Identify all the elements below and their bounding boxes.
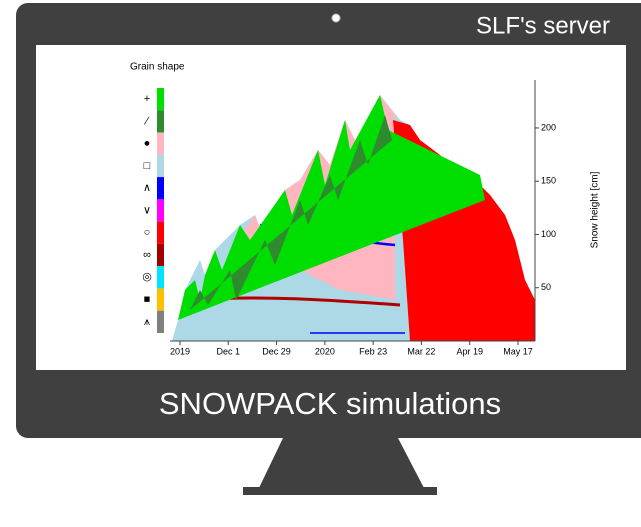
x-tick-label: Apr 19 bbox=[456, 346, 483, 356]
legend-symbol: □ bbox=[144, 160, 151, 172]
legend-symbol: ∨ bbox=[143, 204, 151, 216]
legend-swatch bbox=[157, 222, 164, 244]
legend-swatch bbox=[157, 244, 164, 266]
x-tick-label: 2019 bbox=[170, 346, 190, 356]
y-tick-label: 100 bbox=[541, 229, 556, 239]
y-axis-label: Snow height [cm] bbox=[590, 171, 601, 248]
caption: SNOWPACK simulations bbox=[159, 386, 501, 421]
legend-symbol: ◎ bbox=[142, 271, 152, 283]
legend-swatch bbox=[157, 155, 164, 177]
legend-swatch bbox=[157, 266, 164, 288]
legend-swatch bbox=[157, 88, 164, 110]
legend-symbol: ∞ bbox=[143, 249, 151, 261]
stand-base bbox=[243, 487, 437, 495]
camera bbox=[332, 14, 340, 22]
legend-symbol: ■ bbox=[144, 293, 151, 305]
x-tick-label: Mar 22 bbox=[407, 346, 435, 356]
legend-swatch bbox=[157, 110, 164, 132]
legend-title: Grain shape bbox=[130, 62, 185, 73]
legend-symbol: ∧ bbox=[143, 182, 151, 194]
legend-swatch bbox=[157, 311, 164, 333]
monitor-illustration: SLF's server SNOWPACK simulations Grain … bbox=[0, 0, 641, 522]
y-tick-label: 150 bbox=[541, 176, 556, 186]
x-tick-label: Feb 23 bbox=[359, 346, 387, 356]
y-tick-label: 50 bbox=[541, 282, 551, 292]
x-tick-label: 2020 bbox=[315, 346, 335, 356]
x-tick-label: Dec 1 bbox=[217, 346, 241, 356]
legend-symbol: ○ bbox=[144, 227, 151, 239]
legend-symbol: ⩚ bbox=[144, 316, 150, 328]
x-tick-label: Dec 29 bbox=[262, 346, 291, 356]
legend-symbol: ● bbox=[144, 138, 151, 150]
legend-swatch bbox=[157, 288, 164, 310]
x-tick-label: May 17 bbox=[503, 346, 533, 356]
legend-swatch bbox=[157, 177, 164, 199]
legend-swatch bbox=[157, 199, 164, 221]
page: {"screen": {"label": "SLF's server"}, "c… bbox=[0, 0, 641, 522]
stand bbox=[258, 438, 425, 490]
y-tick-label: 200 bbox=[541, 122, 556, 132]
server-label: SLF's server bbox=[476, 12, 610, 39]
legend-symbol: + bbox=[144, 93, 150, 105]
legend-swatch bbox=[157, 133, 164, 155]
